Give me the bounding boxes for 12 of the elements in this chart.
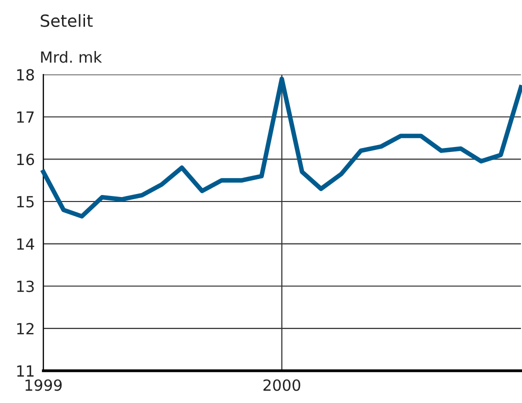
y-tick-label: 12 (17, 322, 34, 334)
y-tick-label: 17 (17, 112, 34, 123)
y-tick-label: 16 (17, 154, 34, 166)
y-tick-label: 14 (17, 238, 34, 250)
y-tick-label: 15 (17, 196, 34, 208)
chart-title: Setelit (40, 14, 93, 27)
x-tick-label: 2000 (263, 379, 300, 391)
x-tick-label: 1999 (26, 379, 62, 391)
y-axis-title: Mrd. mk (41, 51, 102, 63)
y-tick-label: 11 (17, 365, 34, 377)
y-tick-label: 18 (17, 69, 34, 81)
y-tick-label: 13 (17, 280, 34, 292)
